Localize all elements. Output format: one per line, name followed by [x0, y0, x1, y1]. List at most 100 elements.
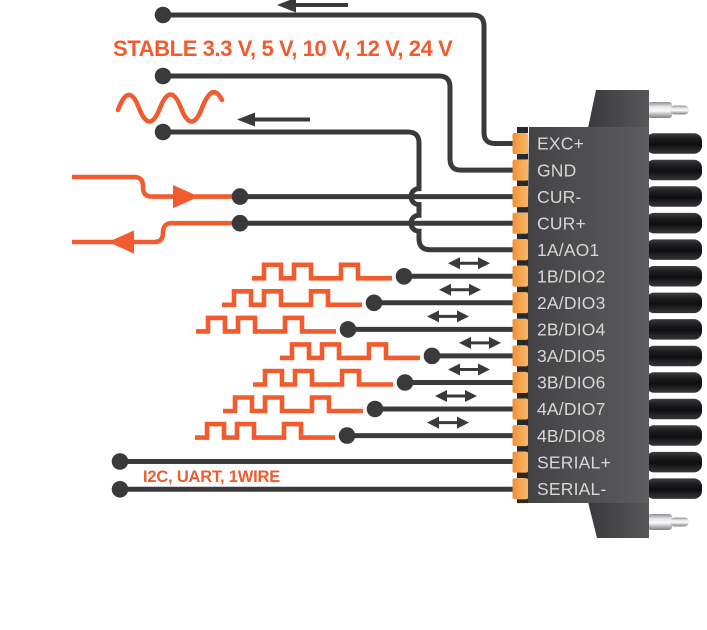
pin-pad [512, 451, 528, 473]
pin-label: 2B/DIO4 [537, 320, 606, 340]
pin-label: CUR- [537, 187, 582, 207]
dio5-wire-group [280, 335, 514, 365]
pin-pad [512, 345, 528, 367]
serial-plus-wire-group [111, 453, 514, 470]
pin-labels: EXC+ GND CUR- CUR+ 1A/AO1 1B/DIO2 2A/DIO… [537, 134, 611, 499]
excitation-wire [163, 12, 514, 146]
pin-pad [512, 425, 528, 447]
pin-pad [512, 212, 528, 234]
square-wave-icon [280, 344, 420, 358]
wire-terminal [646, 239, 702, 260]
wire-terminal [646, 319, 702, 340]
wire-terminal [646, 133, 702, 154]
bidirectional-arrow-icon [437, 282, 483, 298]
dio2-wire-group [252, 255, 514, 285]
pin-label: SERIAL- [537, 479, 606, 499]
wire-terminal [646, 425, 702, 446]
ground-wire [163, 73, 514, 173]
pin-pad [512, 478, 528, 500]
dio4-wire-group [196, 308, 514, 338]
wire-dot [154, 123, 172, 141]
pin-label: 3B/DIO6 [537, 373, 606, 393]
pin-label: 1A/AO1 [537, 240, 599, 260]
left-arrow-icon [108, 230, 134, 254]
pin-label: SERIAL+ [537, 452, 611, 472]
wire-dot [365, 294, 383, 312]
wire-dot [395, 268, 413, 285]
wire-dot [231, 188, 249, 205]
wire-terminals [646, 133, 702, 499]
analog-output-wire-group [115, 89, 514, 253]
wire-terminal [646, 398, 702, 420]
right-arrow-icon [173, 185, 199, 209]
left-arrow-icon [237, 112, 310, 127]
stable-voltage-label: STABLE 3.3 V, 5 V, 10 V, 12 V, 24 V [113, 36, 453, 61]
pin-pad [512, 239, 528, 261]
bidirectional-arrow-icon [433, 388, 479, 404]
pin-label: 3A/DIO5 [537, 346, 606, 366]
square-wave-icon [223, 398, 363, 412]
pin-label: GND [537, 160, 577, 180]
pin-pad [512, 292, 528, 314]
excitation-wire-group [154, 0, 514, 146]
pin-label: EXC+ [537, 134, 584, 154]
wire-dot [366, 400, 384, 418]
connector-top-tab [588, 90, 649, 128]
dio3-wire-group [222, 282, 514, 312]
wire-dot [338, 427, 356, 444]
pin-label: 4B/DIO8 [537, 426, 606, 446]
bidirectional-arrow-icon [425, 308, 471, 324]
left-arrow-icon [277, 0, 348, 13]
pin-pad [512, 265, 528, 287]
bidirectional-arrow-icon [457, 335, 503, 351]
pin-pads [512, 133, 528, 500]
wire-terminal [646, 266, 702, 287]
wire-dot [111, 453, 129, 470]
dio8-wire-group [195, 415, 514, 444]
pin-label: 2A/DIO3 [537, 293, 606, 313]
pin-pad [512, 159, 528, 181]
wire-dot [154, 67, 172, 85]
current-minus-wire-group [72, 174, 514, 209]
ground-wire-group [154, 67, 514, 173]
square-wave-icon [222, 291, 362, 305]
pin-label: CUR+ [537, 213, 586, 233]
bidirectional-arrow-icon [425, 415, 471, 431]
dio7-wire-group [223, 388, 514, 418]
wire-dot [423, 347, 441, 365]
pin-pad [512, 372, 528, 393]
square-wave-icon [253, 371, 393, 385]
bidirectional-arrow-icon [446, 362, 492, 377]
wire-terminal [646, 478, 702, 499]
square-wave-icon [252, 265, 392, 279]
connector-body [524, 127, 649, 503]
wire-dot [396, 374, 414, 391]
pin-pad [512, 318, 528, 340]
square-wave-icon [195, 424, 335, 438]
mounting-pin-bottom [648, 514, 689, 530]
wire-dot [154, 6, 172, 24]
wire-terminal [646, 372, 702, 393]
pad-separators [517, 127, 528, 504]
current-plus-wire-group [72, 214, 514, 254]
mounting-pin-top [648, 102, 689, 118]
wire-dot [111, 481, 129, 498]
serial-protocols-label: I2C, UART, 1WIRE [143, 468, 280, 486]
current-minus-signal [72, 174, 233, 199]
connector-bottom-tab [588, 502, 649, 538]
bidirectional-arrow-icon [446, 255, 492, 271]
square-wave-icon [196, 318, 336, 332]
sine-wave-icon [115, 89, 225, 124]
pin-pad [512, 398, 528, 420]
wire-dot [339, 321, 357, 338]
wire-terminal [646, 159, 702, 181]
pin-pad [512, 186, 528, 208]
wire-dot [231, 214, 249, 232]
pin-label: 1B/DIO2 [537, 267, 606, 287]
wire-terminal [646, 451, 702, 473]
connector: EXC+ GND CUR- CUR+ 1A/AO1 1B/DIO2 2A/DIO… [512, 90, 702, 538]
analog-output-wire [163, 129, 514, 253]
serial-minus-wire-group [111, 481, 514, 498]
